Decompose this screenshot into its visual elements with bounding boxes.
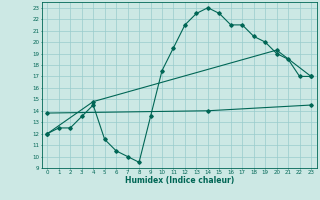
X-axis label: Humidex (Indice chaleur): Humidex (Indice chaleur)	[124, 176, 234, 185]
